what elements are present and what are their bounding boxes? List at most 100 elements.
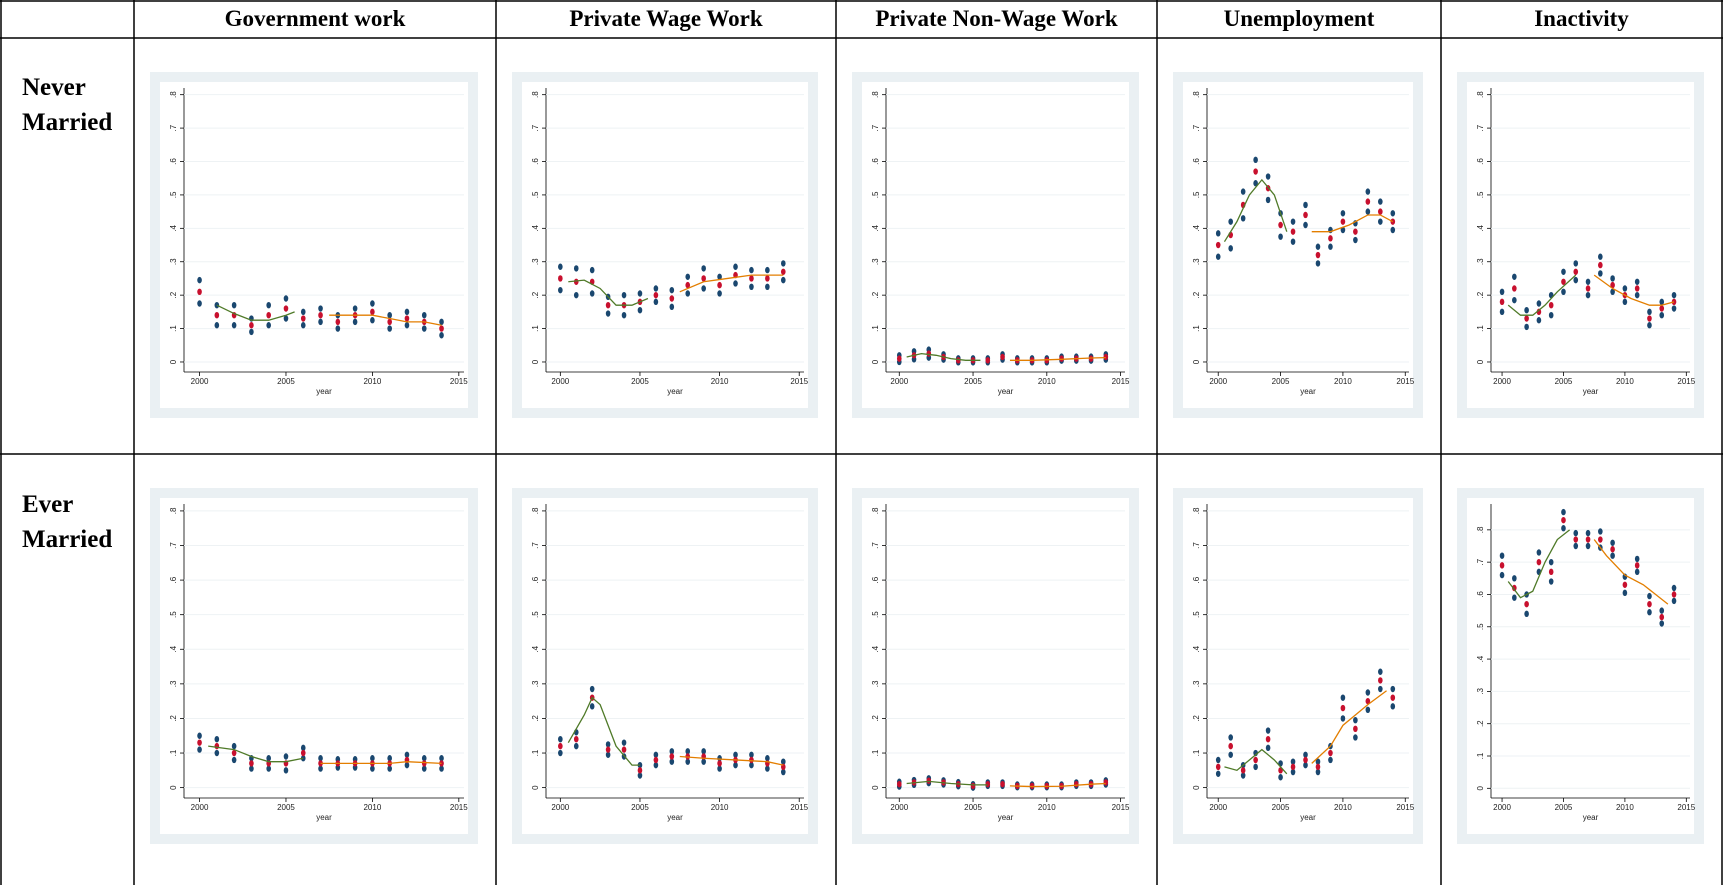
ci-upper — [589, 266, 595, 274]
estimate — [621, 746, 627, 753]
estimate — [1671, 591, 1677, 598]
y-tick-label: 0 — [169, 785, 178, 790]
ci-upper — [1573, 260, 1579, 267]
ci-upper — [1340, 210, 1346, 217]
estimate — [985, 780, 991, 788]
ci-upper — [1634, 278, 1640, 285]
x-tick-label: 2005 — [277, 377, 295, 386]
ci-upper — [1536, 300, 1542, 307]
y-tick-label: .1 — [1192, 749, 1201, 756]
estimate — [404, 315, 410, 322]
ci-lower — [1598, 270, 1603, 277]
y-tick-label: .8 — [1192, 91, 1201, 98]
x-tick-label: 2010 — [363, 377, 381, 386]
estimate — [370, 308, 375, 316]
y-tick-label: .3 — [1476, 258, 1485, 265]
ci-lower — [1647, 609, 1652, 616]
estimate — [1634, 285, 1640, 292]
estimate — [1659, 305, 1665, 312]
ci-lower — [1524, 323, 1529, 331]
ci-upper — [1228, 218, 1233, 225]
ci-upper — [637, 290, 643, 297]
column-header: Private Non-Wage Work — [875, 6, 1118, 31]
y-tick-label: .2 — [531, 715, 540, 722]
ci-upper — [266, 755, 271, 762]
column-header: Private Wage Work — [569, 6, 763, 31]
x-axis-label: year — [1583, 387, 1599, 396]
ci-upper — [439, 318, 444, 326]
x-tick-label: 2005 — [1272, 803, 1290, 812]
ci-lower — [1610, 288, 1615, 296]
y-tick-label: .2 — [1476, 291, 1485, 298]
y-tick-label: .2 — [871, 715, 880, 722]
chart: 0 .1 .2 .3 .4 .5 .6 .7 .8 2000 2005 2010 2015 year — [852, 488, 1139, 844]
ci-upper — [733, 263, 738, 270]
ci-lower — [1499, 571, 1505, 579]
y-tick-label: .3 — [871, 680, 880, 687]
ci-lower — [765, 283, 770, 290]
ci-upper — [421, 755, 427, 762]
ci-lower — [1340, 715, 1346, 722]
plot-background — [522, 498, 808, 834]
ci-upper — [404, 308, 410, 316]
ci-upper — [1598, 528, 1603, 535]
estimate — [1059, 355, 1064, 362]
estimate — [985, 357, 991, 364]
plot-background — [522, 82, 808, 408]
ci-lower — [1573, 276, 1579, 284]
ci-upper — [214, 736, 220, 743]
ci-upper — [765, 266, 770, 274]
ci-upper — [701, 748, 706, 755]
ci-upper — [1290, 758, 1296, 765]
y-tick-label: 0 — [871, 785, 880, 790]
ci-lower — [387, 765, 392, 772]
y-tick-label: .1 — [1476, 752, 1485, 759]
ci-lower — [1634, 291, 1640, 299]
x-tick-label: 2000 — [1493, 377, 1511, 386]
y-tick-label: .5 — [871, 611, 880, 618]
y-tick-label: .2 — [1192, 715, 1201, 722]
estimate — [896, 355, 902, 362]
ci-upper — [1524, 306, 1529, 314]
ci-lower — [780, 768, 786, 776]
y-tick-label: .4 — [169, 645, 178, 652]
ci-lower — [1561, 288, 1566, 296]
ci-upper — [1634, 555, 1640, 563]
y-tick-label: .7 — [1476, 124, 1485, 131]
fit-line — [329, 314, 442, 326]
estimate — [765, 275, 770, 282]
estimate — [1353, 725, 1358, 733]
x-tick-label: 2005 — [1555, 377, 1573, 386]
ci-upper — [370, 300, 375, 307]
estimate — [421, 760, 427, 767]
ci-lower — [249, 328, 254, 336]
ci-upper — [1548, 558, 1554, 566]
ci-upper — [197, 732, 202, 739]
ci-lower — [231, 322, 237, 329]
fit-line — [1224, 748, 1288, 775]
ci-upper — [1512, 575, 1517, 582]
ci-lower — [780, 276, 786, 284]
ci-lower — [733, 280, 738, 287]
ci-lower — [653, 761, 659, 769]
y-tick-label: .3 — [871, 258, 880, 265]
fit-line — [679, 755, 784, 766]
ci-lower — [1303, 761, 1308, 769]
ci-lower — [214, 322, 220, 329]
y-tick-label: .3 — [1192, 680, 1201, 687]
estimate — [1240, 767, 1246, 774]
estimate — [1315, 763, 1321, 771]
x-tick-label: 2015 — [790, 803, 808, 812]
ci-lower — [1278, 774, 1283, 781]
fit-line — [679, 274, 784, 293]
y-tick-label: .1 — [1192, 325, 1201, 332]
ci-lower — [1365, 208, 1371, 215]
chart: 0 .1 .2 .3 .4 .5 .6 .7 .8 2000 2005 2010 2015 year — [1173, 72, 1423, 418]
ci-lower — [1215, 253, 1221, 260]
ci-lower — [573, 291, 579, 299]
ci-lower — [1240, 772, 1246, 779]
y-tick-label: .3 — [531, 680, 540, 687]
ci-lower — [1573, 542, 1579, 550]
estimate — [1499, 298, 1505, 306]
ci-upper — [1561, 508, 1566, 516]
